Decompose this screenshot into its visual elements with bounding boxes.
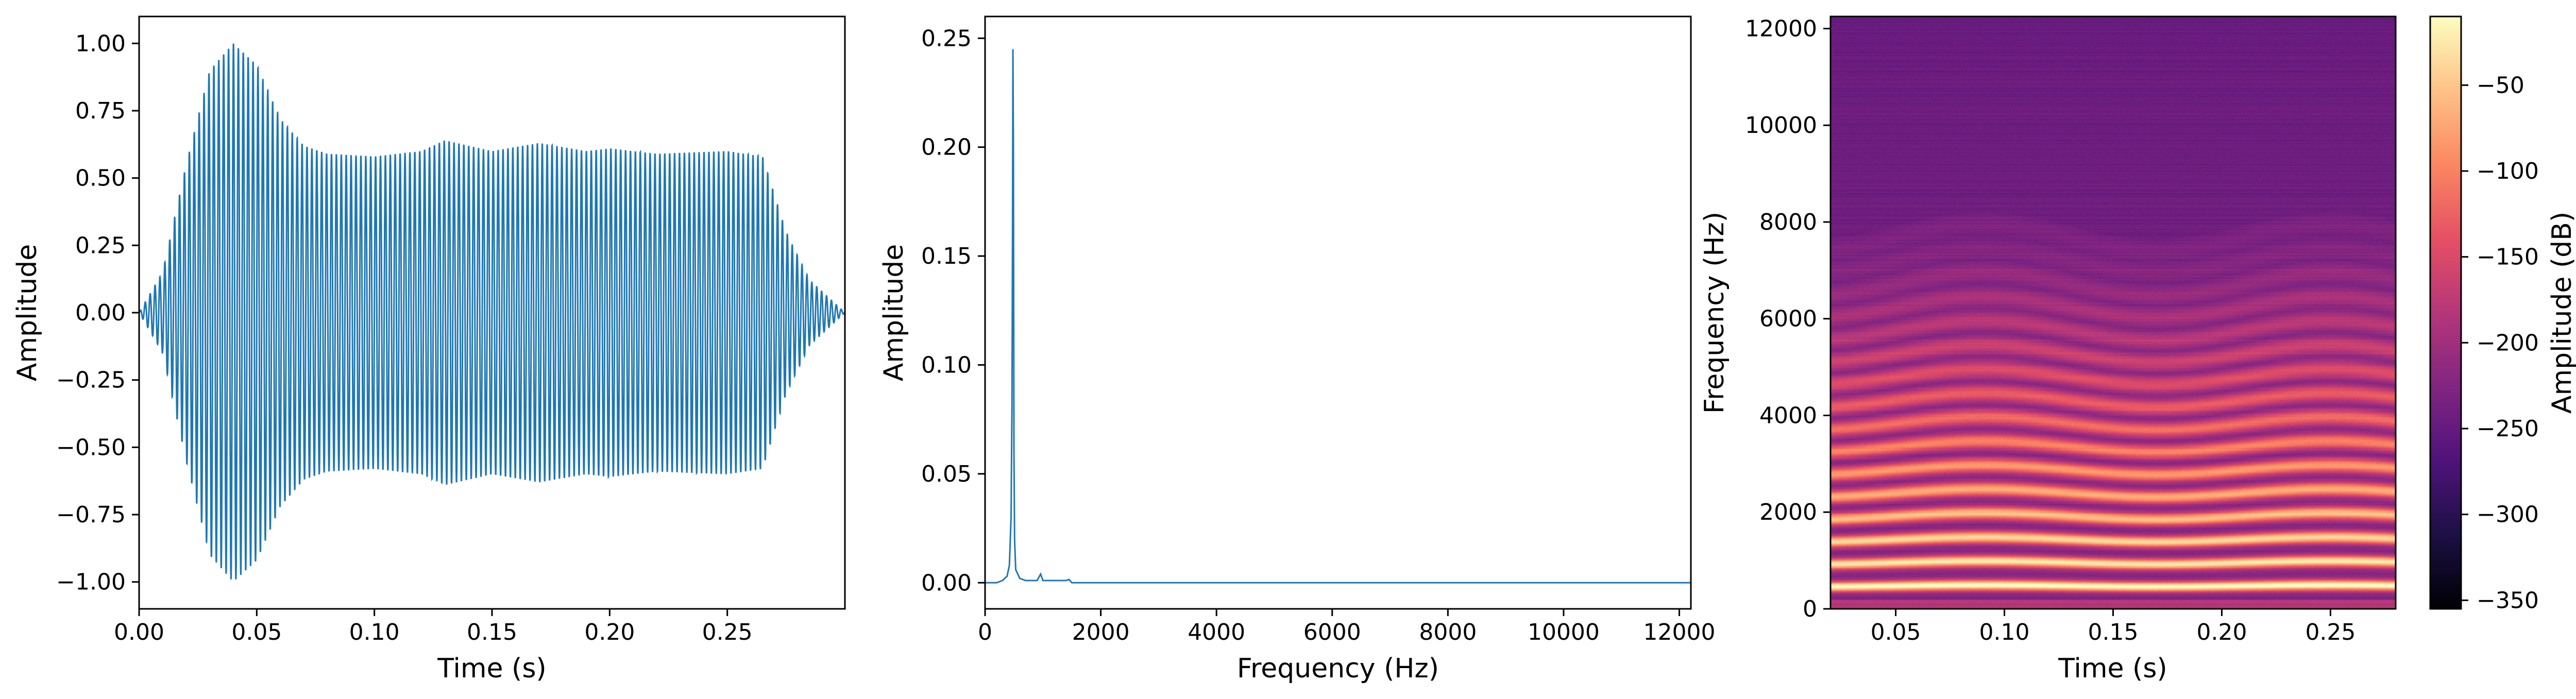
waveform-y-ticks: −1.00 −0.75 −0.50 −0.25 0.00 0.25 0.50 0.75 1.00 <box>56 30 139 595</box>
colorbar-tick-label: −100 <box>2477 158 2539 184</box>
spectrum-y-tick-label: 0.25 <box>921 25 972 52</box>
spectrogram-y-tick-label: 8000 <box>1759 209 1817 235</box>
spectrogram-y-tick-label: 6000 <box>1759 306 1817 332</box>
waveform-y-tick-label: 1.00 <box>75 30 126 57</box>
spectrogram-x-ticks: 0.05 0.10 0.15 0.20 0.25 <box>1871 609 2355 645</box>
waveform-x-tick-label: 0.15 <box>467 619 517 645</box>
spectrogram-y-tick-label: 10000 <box>1745 112 1817 139</box>
spectrogram-x-tick-label: 0.15 <box>2088 619 2139 645</box>
spectrogram-y-ticks: 0 2000 4000 6000 8000 10000 12000 <box>1745 15 1831 622</box>
spectrogram-y-tick-label: 4000 <box>1759 402 1817 429</box>
spectrogram-panel: 0.05 0.10 0.15 0.20 0.25 0 2000 4000 6000 8000 10… <box>1699 15 2576 684</box>
spectrum-line <box>985 49 1691 584</box>
spectrum-x-tick-label: 8000 <box>1419 619 1477 645</box>
spectrum-x-tick-label: 0 <box>978 619 992 645</box>
waveform-y-tick-label: −0.25 <box>56 367 126 394</box>
spectrum-y-tick-label: 0.00 <box>921 570 972 596</box>
waveform-y-tick-label: −1.00 <box>56 569 126 595</box>
spectrum-x-ticks: 0 2000 4000 6000 8000 10000 12000 <box>978 609 1716 645</box>
spectrogram-y-tick-label: 0 <box>1803 596 1817 622</box>
spectrogram-y-axis-label: Frequency (Hz) <box>1699 212 1730 414</box>
colorbar-tick-label: −300 <box>2477 502 2539 528</box>
spectrum-y-tick-label: 0.10 <box>921 352 972 378</box>
colorbar-gradient <box>2430 16 2461 609</box>
colorbar-tick-label: −350 <box>2477 587 2539 613</box>
waveform-y-tick-label: 0.00 <box>75 300 126 326</box>
spectrum-x-tick-label: 4000 <box>1188 619 1245 645</box>
waveform-y-tick-label: 0.75 <box>75 98 126 124</box>
spectrogram-x-tick-label: 0.10 <box>1979 619 2030 645</box>
spectrum-y-ticks: 0.00 0.05 0.10 0.15 0.20 0.25 <box>921 25 985 596</box>
spectrum-y-axis-label: Amplitude <box>878 244 909 381</box>
spectrogram-x-axis-label: Time (s) <box>2058 653 2167 684</box>
spectrogram-y-tick-label: 2000 <box>1759 499 1817 525</box>
colorbar-frame <box>2429 15 2462 610</box>
waveform-line <box>139 43 845 579</box>
spectrum-x-tick-label: 2000 <box>1072 619 1130 645</box>
colorbar-label: Amplitude (dB) <box>2547 212 2576 414</box>
spectrogram-x-tick-label: 0.05 <box>1871 619 1921 645</box>
spectrum-x-axis-label: Frequency (Hz) <box>1237 653 1439 684</box>
colorbar-tick-label: −250 <box>2477 416 2539 442</box>
waveform-y-tick-label: 0.25 <box>75 232 126 259</box>
colorbar-tick-label: −200 <box>2477 330 2539 356</box>
spectrum-axes-frame <box>984 15 1692 610</box>
waveform-y-tick-label: 0.50 <box>75 165 126 192</box>
waveform-panel: 0.00 0.05 0.10 0.15 0.20 0.25 −1.00 −0.75 −0.50… <box>12 15 846 684</box>
waveform-y-tick-label: −0.50 <box>56 434 126 461</box>
colorbar-ticks: −50 −100 −150 −200 −250 −300 −350 <box>2461 72 2539 613</box>
spectrogram-x-tick-label: 0.20 <box>2196 619 2247 645</box>
spectrum-x-tick-label: 6000 <box>1303 619 1361 645</box>
spectrum-plot-area <box>985 49 1691 584</box>
waveform-x-tick-label: 0.20 <box>584 619 635 645</box>
spectrogram-x-tick-label: 0.25 <box>2305 619 2355 645</box>
waveform-x-tick-label: 0.00 <box>114 619 164 645</box>
waveform-x-ticks: 0.00 0.05 0.10 0.15 0.20 0.25 <box>114 609 753 645</box>
spectrum-x-tick-label: 12000 <box>1643 619 1716 645</box>
spectrum-x-tick-label: 10000 <box>1528 619 1600 645</box>
waveform-x-axis-label: Time (s) <box>437 653 546 684</box>
spectrogram-y-tick-label: 12000 <box>1745 15 1817 42</box>
waveform-y-tick-label: −0.75 <box>56 502 126 528</box>
waveform-x-tick-label: 0.05 <box>231 619 282 645</box>
spectrogram-image <box>1831 16 2396 609</box>
spectrum-y-tick-label: 0.20 <box>921 134 972 161</box>
waveform-y-axis-label: Amplitude <box>12 244 43 381</box>
colorbar-tick-label: −150 <box>2477 244 2539 270</box>
colorbar-tick-label: −50 <box>2477 72 2524 98</box>
spectrum-y-tick-label: 0.15 <box>921 243 972 269</box>
spectrum-panel: 0 2000 4000 6000 8000 10000 12000 0.00 0.05 0.10… <box>878 15 1716 684</box>
waveform-plot-area <box>139 43 845 579</box>
waveform-x-tick-label: 0.10 <box>349 619 400 645</box>
waveform-x-tick-label: 0.25 <box>702 619 753 645</box>
spectrum-y-tick-label: 0.05 <box>921 461 972 487</box>
